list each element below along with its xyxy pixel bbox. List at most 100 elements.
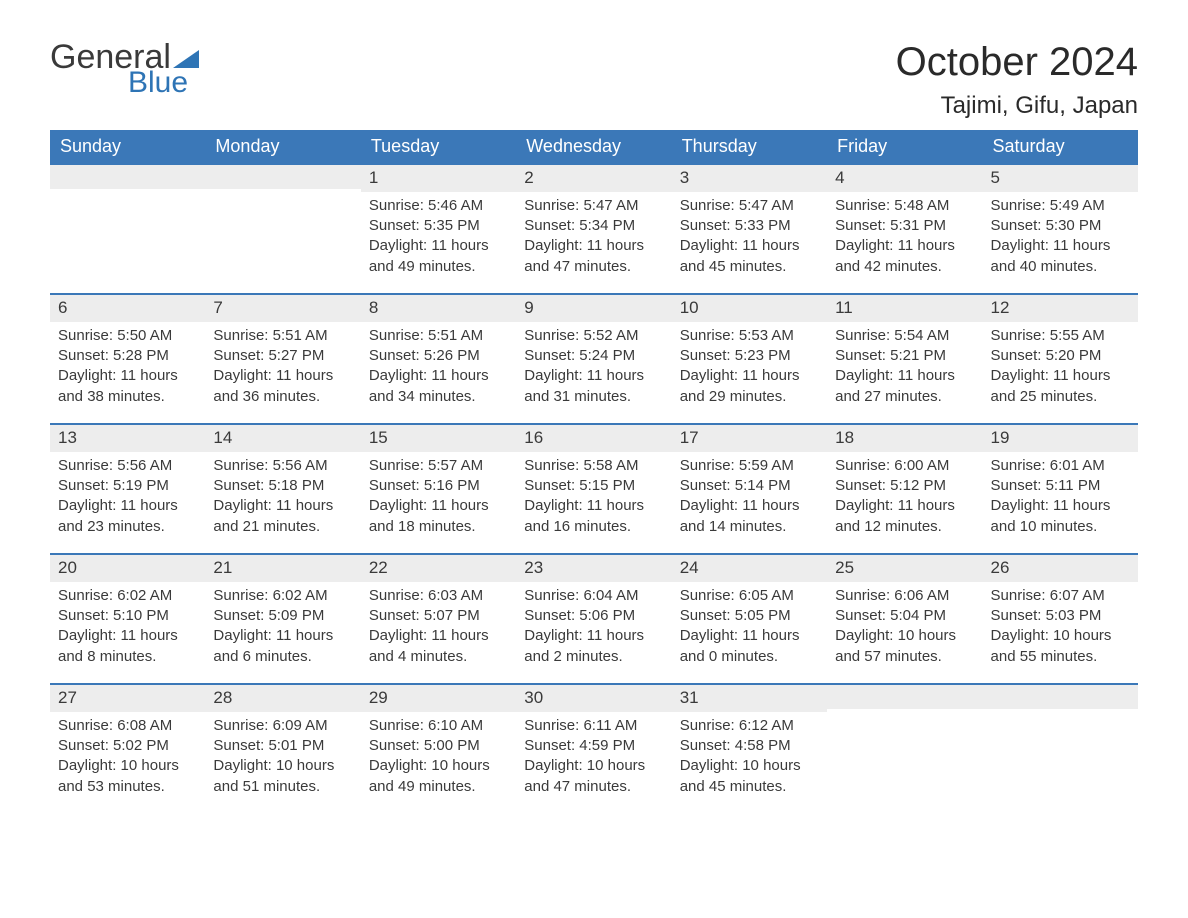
daylight-line: Daylight: 11 hours and 12 minutes.: [835, 496, 974, 537]
daylight-line: Daylight: 11 hours and 47 minutes.: [524, 236, 663, 277]
calendar-day-cell: 21 Sunrise: 6:02 AMSunset: 5:09 PMDayligh…: [205, 555, 360, 683]
day-details: Sunrise: 6:12 AMSunset: 4:58 PMDaylight:…: [672, 712, 827, 807]
daylight-line: Daylight: 11 hours and 21 minutes.: [213, 496, 352, 537]
day-details: Sunrise: 5:52 AMSunset: 5:24 PMDaylight:…: [516, 322, 671, 417]
day-details: Sunrise: 5:51 AMSunset: 5:27 PMDaylight:…: [205, 322, 360, 417]
daylight-line: Daylight: 11 hours and 16 minutes.: [524, 496, 663, 537]
calendar-day-cell: 11Sunrise: 5:54 AMSunset: 5:21 PMDayligh…: [827, 295, 982, 423]
sunset-line: Sunset: 5:09 PM: [213, 606, 352, 626]
sunset-line: Sunset: 5:16 PM: [369, 476, 508, 496]
day-number: 30: [516, 685, 671, 712]
sunrise-line: Sunrise: 6:01 AM: [991, 456, 1130, 476]
calendar-day-cell: 13Sunrise: 5:56 AMSunset: 5:19 PMDayligh…: [50, 425, 205, 553]
calendar-day-cell: [983, 685, 1138, 813]
day-number: 1: [361, 165, 516, 192]
sunrise-line: Sunrise: 5:47 AM: [680, 196, 819, 216]
sunrise-line: Sunrise: 5:51 AM: [369, 326, 508, 346]
day-number: [205, 165, 360, 189]
calendar-day-cell: 17Sunrise: 5:59 AMSunset: 5:14 PMDayligh…: [672, 425, 827, 553]
calendar-day-cell: 22Sunrise: 6:03 AMSunset: 5:07 PMDayligh…: [361, 555, 516, 683]
calendar-day-cell: 16Sunrise: 5:58 AMSunset: 5:15 PMDayligh…: [516, 425, 671, 553]
daylight-line: Daylight: 10 hours and 51 minutes.: [213, 756, 352, 797]
sunset-line: Sunset: 5:23 PM: [680, 346, 819, 366]
day-details: Sunrise: 5:47 AMSunset: 5:33 PMDaylight:…: [672, 192, 827, 287]
calendar-day-cell: 26Sunrise: 6:07 AMSunset: 5:03 PMDayligh…: [983, 555, 1138, 683]
day-number: 5: [983, 165, 1138, 192]
sunset-line: Sunset: 5:06 PM: [524, 606, 663, 626]
sunrise-line: Sunrise: 5:46 AM: [369, 196, 508, 216]
day-number: 18: [827, 425, 982, 452]
daylight-line: Daylight: 11 hours and 38 minutes.: [58, 366, 197, 407]
calendar-day-cell: 7Sunrise: 5:51 AMSunset: 5:27 PMDaylight…: [205, 295, 360, 423]
day-details: Sunrise: 6:06 AMSunset: 5:04 PMDaylight:…: [827, 582, 982, 677]
weekday-label: Tuesday: [361, 130, 516, 163]
daylight-line: Daylight: 11 hours and 45 minutes.: [680, 236, 819, 277]
day-details: Sunrise: 6:10 AMSunset: 5:00 PMDaylight:…: [361, 712, 516, 807]
day-number: 7: [205, 295, 360, 322]
daylight-line: Daylight: 10 hours and 57 minutes.: [835, 626, 974, 667]
sunrise-line: Sunrise: 5:56 AM: [213, 456, 352, 476]
sunrise-line: Sunrise: 5:54 AM: [835, 326, 974, 346]
daylight-line: Daylight: 11 hours and 49 minutes.: [369, 236, 508, 277]
sunrise-line: Sunrise: 6:07 AM: [991, 586, 1130, 606]
sunset-line: Sunset: 5:00 PM: [369, 736, 508, 756]
day-number: 14: [205, 425, 360, 452]
sunrise-line: Sunrise: 6:02 AM: [58, 586, 197, 606]
daylight-line: Daylight: 11 hours and 4 minutes.: [369, 626, 508, 667]
calendar-week-row: 27Sunrise: 6:08 AMSunset: 5:02 PMDayligh…: [50, 683, 1138, 813]
calendar-day-cell: 23Sunrise: 6:04 AMSunset: 5:06 PMDayligh…: [516, 555, 671, 683]
day-number: 16: [516, 425, 671, 452]
day-details: Sunrise: 5:53 AMSunset: 5:23 PMDaylight:…: [672, 322, 827, 417]
daylight-line: Daylight: 11 hours and 42 minutes.: [835, 236, 974, 277]
weekday-label: Friday: [827, 130, 982, 163]
day-details: Sunrise: 5:47 AMSunset: 5:34 PMDaylight:…: [516, 192, 671, 287]
title-block: October 2024 Tajimi, Gifu, Japan: [896, 40, 1138, 120]
day-number: 9: [516, 295, 671, 322]
daylight-line: Daylight: 11 hours and 6 minutes.: [213, 626, 352, 667]
calendar-day-cell: 30Sunrise: 6:11 AMSunset: 4:59 PMDayligh…: [516, 685, 671, 813]
sunset-line: Sunset: 5:04 PM: [835, 606, 974, 626]
day-number: 22: [361, 555, 516, 582]
sunset-line: Sunset: 5:26 PM: [369, 346, 508, 366]
sunrise-line: Sunrise: 6:02 AM: [213, 586, 352, 606]
daylight-line: Daylight: 11 hours and 40 minutes.: [991, 236, 1130, 277]
day-number: 17: [672, 425, 827, 452]
day-number: 13: [50, 425, 205, 452]
sunrise-line: Sunrise: 5:48 AM: [835, 196, 974, 216]
calendar-day-cell: 1Sunrise: 5:46 AMSunset: 5:35 PMDaylight…: [361, 165, 516, 293]
day-number: [983, 685, 1138, 709]
sunrise-line: Sunrise: 5:51 AM: [213, 326, 352, 346]
calendar-week-row: 1Sunrise: 5:46 AMSunset: 5:35 PMDaylight…: [50, 163, 1138, 293]
daylight-line: Daylight: 11 hours and 10 minutes.: [991, 496, 1130, 537]
sunrise-line: Sunrise: 5:55 AM: [991, 326, 1130, 346]
daylight-line: Daylight: 11 hours and 8 minutes.: [58, 626, 197, 667]
weekday-label: Monday: [205, 130, 360, 163]
sunrise-line: Sunrise: 5:58 AM: [524, 456, 663, 476]
sunrise-line: Sunrise: 6:11 AM: [524, 716, 663, 736]
sunset-line: Sunset: 5:24 PM: [524, 346, 663, 366]
sunset-line: Sunset: 4:59 PM: [524, 736, 663, 756]
sunrise-line: Sunrise: 6:09 AM: [213, 716, 352, 736]
daylight-line: Daylight: 11 hours and 29 minutes.: [680, 366, 819, 407]
daylight-line: Daylight: 10 hours and 49 minutes.: [369, 756, 508, 797]
day-details: Sunrise: 6:03 AMSunset: 5:07 PMDaylight:…: [361, 582, 516, 677]
day-number: 29: [361, 685, 516, 712]
day-number: 21: [205, 555, 360, 582]
brand-logo: General Blue: [50, 40, 199, 98]
sunrise-line: Sunrise: 6:05 AM: [680, 586, 819, 606]
day-details: Sunrise: 6:02 AMSunset: 5:10 PMDaylight:…: [50, 582, 205, 677]
calendar-day-cell: 5Sunrise: 5:49 AMSunset: 5:30 PMDaylight…: [983, 165, 1138, 293]
day-details: Sunrise: 5:59 AMSunset: 5:14 PMDaylight:…: [672, 452, 827, 547]
sunset-line: Sunset: 5:10 PM: [58, 606, 197, 626]
day-number: 6: [50, 295, 205, 322]
day-number: 10: [672, 295, 827, 322]
sunrise-line: Sunrise: 6:03 AM: [369, 586, 508, 606]
daylight-line: Daylight: 11 hours and 23 minutes.: [58, 496, 197, 537]
calendar-day-cell: 3Sunrise: 5:47 AMSunset: 5:33 PMDaylight…: [672, 165, 827, 293]
calendar-day-cell: 15Sunrise: 5:57 AMSunset: 5:16 PMDayligh…: [361, 425, 516, 553]
day-details: Sunrise: 5:56 AMSunset: 5:19 PMDaylight:…: [50, 452, 205, 547]
day-details: Sunrise: 5:51 AMSunset: 5:26 PMDaylight:…: [361, 322, 516, 417]
day-details: Sunrise: 6:04 AMSunset: 5:06 PMDaylight:…: [516, 582, 671, 677]
day-details: Sunrise: 5:57 AMSunset: 5:16 PMDaylight:…: [361, 452, 516, 547]
sunrise-line: Sunrise: 5:56 AM: [58, 456, 197, 476]
